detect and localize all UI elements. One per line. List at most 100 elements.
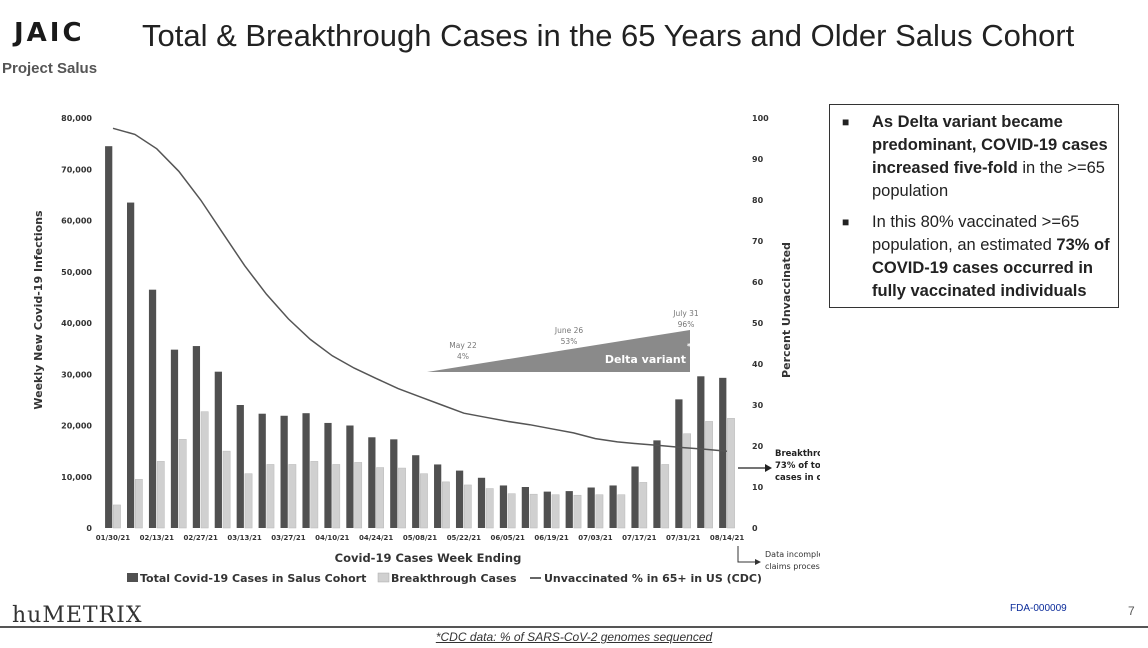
x-tick-label: 07/31/21 (666, 534, 700, 542)
delta-point-date: June 26 (554, 326, 583, 335)
delta-point-pct: 96% (678, 320, 695, 329)
callout-bullet-2-plain: In this 80% vaccinated >=65 population, … (872, 213, 1080, 254)
legend-swatch-breakthrough (377, 572, 390, 583)
y2-tick-label: 20 (752, 442, 764, 451)
bar-breakthrough (529, 493, 538, 529)
y-tick-label: 70,000 (61, 165, 92, 174)
bar-breakthrough (200, 411, 209, 529)
bar-breakthrough (573, 494, 582, 529)
delta-variant-wedge (427, 330, 690, 372)
bar-breakthrough (617, 494, 626, 529)
legend-swatch-total (127, 573, 138, 582)
x-tick-label: 03/27/21 (271, 534, 305, 542)
y2-tick-label: 90 (752, 155, 764, 164)
bar-total (455, 470, 464, 528)
y-tick-label: 20,000 (61, 422, 92, 431)
delta-point-pct: 4% (457, 352, 469, 361)
breakthrough-arrow-head (765, 464, 772, 472)
bar-total (631, 466, 639, 528)
delta-point-date: July 31 (672, 309, 699, 318)
logo-subtitle: Project Salus (2, 60, 98, 77)
y-tick-label: 40,000 (61, 319, 92, 328)
bar-total (565, 491, 573, 528)
bar-total (280, 415, 288, 528)
breakthrough-annotation-line: cases in cohort (775, 473, 820, 483)
page-number: 7 (1128, 604, 1135, 618)
incomplete-note-line: claims processing (765, 562, 820, 571)
y2-tick-label: 100 (752, 114, 769, 123)
bar-total (697, 376, 705, 528)
bar-breakthrough (551, 494, 560, 529)
callout-bullet-1-rest: in the >=65 population (872, 159, 1105, 200)
y2-tick-label: 0 (752, 524, 758, 533)
y-tick-label: 0 (86, 524, 92, 533)
bullet-square-icon: ■ (842, 115, 850, 129)
fda-id: FDA-000009 (1010, 603, 1067, 614)
bar-breakthrough (398, 467, 406, 529)
y-tick-label: 80,000 (61, 114, 92, 123)
bar-total (587, 487, 595, 528)
bar-total (609, 485, 617, 528)
callout-bullet-1-bold: As Delta variant became predominant, COV… (872, 113, 1108, 177)
delta-point-date: May 22 (449, 341, 477, 350)
x-tick-label: 04/24/21 (359, 534, 393, 542)
y2-tick-label: 60 (752, 278, 764, 287)
bar-total (543, 491, 551, 528)
bar-total (105, 146, 113, 528)
y2-axis-title: Percent Unvaccinated (780, 242, 793, 378)
y2-tick-label: 10 (752, 483, 764, 492)
bar-breakthrough (463, 484, 472, 529)
jaic-logo: JAIC (14, 18, 96, 48)
breakthrough-annotation-line: 73% of total Covid-19 (775, 461, 820, 471)
x-tick-label: 02/27/21 (184, 534, 218, 542)
bar-total (390, 439, 398, 528)
bar-breakthrough (310, 461, 319, 529)
bar-breakthrough (134, 479, 143, 529)
bar-breakthrough (178, 439, 187, 529)
chart: 0 10,000 20,000 30,000 40,000 50,000 60,000 70,… (32, 114, 820, 585)
incomplete-bracket (737, 546, 756, 563)
delta-asterisk: * (687, 342, 692, 351)
x-tick-label: 01/30/21 (96, 534, 130, 542)
y2-tick-label: 50 (752, 319, 764, 328)
page-title: Total & Breakthrough Cases in the 65 Yea… (142, 18, 1075, 53)
delta-variant-label: Delta variant (605, 353, 686, 366)
bar-total (368, 437, 376, 528)
y2-tick-label: 40 (752, 360, 764, 369)
bar-breakthrough (332, 464, 341, 529)
bar-breakthrough (683, 433, 692, 529)
bar-total (236, 405, 244, 528)
bar-breakthrough (354, 462, 363, 529)
bullet-square-icon: ■ (842, 215, 850, 229)
callout-bullet-1: ■ As Delta variant became predominant, C… (842, 111, 1110, 203)
x-tick-label: 07/03/21 (578, 534, 612, 542)
x-tick-label: 08/14/21 (710, 534, 744, 542)
bar-breakthrough (705, 421, 713, 529)
x-tick-label: 05/08/21 (403, 534, 437, 542)
legend-breakthrough: Breakthrough Cases (391, 572, 517, 585)
x-tick-label: 04/10/21 (315, 534, 349, 542)
y-tick-label: 10,000 (61, 473, 92, 482)
bar-total (258, 413, 266, 528)
bar-breakthrough (156, 461, 165, 529)
bar-breakthrough (420, 473, 428, 529)
legend-unvaccinated: Unvaccinated % in 65+ in US (CDC) (544, 572, 762, 585)
bar-total (675, 399, 683, 528)
x-tick-label: 07/17/21 (622, 534, 656, 542)
y-tick-label: 30,000 (61, 370, 92, 379)
x-tick-label: 02/13/21 (140, 534, 174, 542)
bar-total (499, 485, 508, 528)
bar-breakthrough (727, 418, 735, 529)
bar-breakthrough (661, 464, 670, 529)
bar-total (521, 487, 529, 528)
callout-bullet-2: ■ In this 80% vaccinated >=65 population… (842, 211, 1110, 303)
y-axis-title: Weekly New Covid-19 Infections (32, 210, 45, 410)
incomplete-arrow-head (755, 559, 761, 565)
bar-breakthrough (222, 450, 231, 529)
bar-breakthrough (266, 464, 275, 529)
x-tick-label: 03/13/21 (227, 534, 261, 542)
bar-total (412, 455, 420, 528)
bar-breakthrough (442, 481, 450, 529)
bar-total (477, 477, 486, 528)
bar-breakthrough (244, 473, 253, 529)
